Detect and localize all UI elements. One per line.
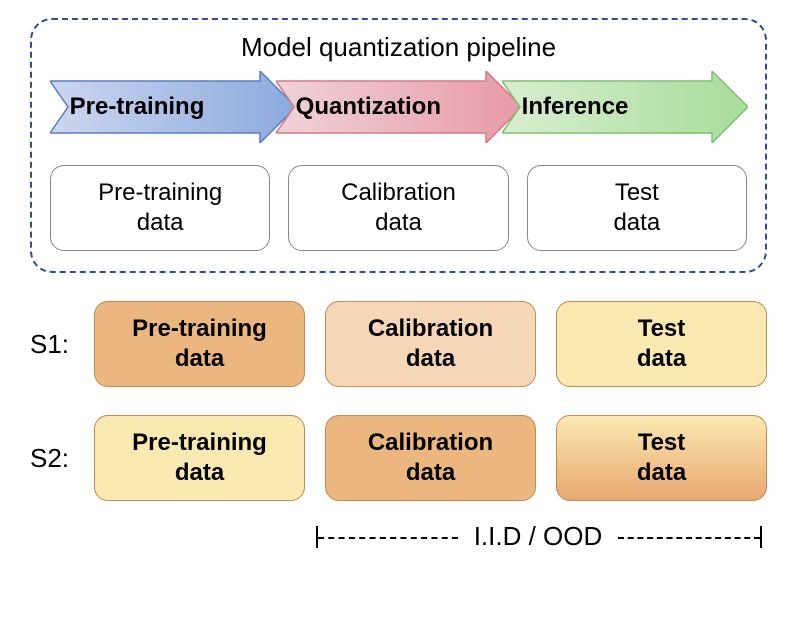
iid-line-right bbox=[618, 537, 760, 539]
text: data bbox=[137, 209, 184, 236]
pipeline-box-pretraining: Pre-training data bbox=[50, 165, 270, 251]
pipeline-frame: Model quantization pipeline Pre-training… bbox=[30, 18, 767, 273]
text: Test bbox=[638, 315, 686, 342]
scenario-box: Calibration data bbox=[325, 415, 536, 501]
text: Test bbox=[615, 179, 659, 206]
text: Calibration bbox=[368, 429, 493, 456]
scenario-boxes-s2: Pre-training data Calibration data Test data bbox=[94, 415, 767, 501]
text: data bbox=[175, 459, 224, 486]
stage-arrow-label: Pre-training bbox=[70, 93, 205, 121]
pipeline-title: Model quantization pipeline bbox=[50, 32, 747, 63]
arrows-row: Pre-training Quantization Inference bbox=[50, 71, 747, 147]
pipeline-box-calibration: Calibration data bbox=[288, 165, 508, 251]
stage-arrow-label: Quantization bbox=[296, 93, 441, 121]
text: Pre-training bbox=[132, 315, 267, 342]
text: data bbox=[375, 209, 422, 236]
text: data bbox=[175, 345, 224, 372]
iid-line-left bbox=[318, 537, 458, 539]
text: Calibration bbox=[368, 315, 493, 342]
stage-arrow: Quantization bbox=[276, 71, 522, 143]
text: data bbox=[637, 345, 686, 372]
text: data bbox=[406, 345, 455, 372]
scenario-row-s1: S1: Pre-training data Calibration data Test d… bbox=[30, 301, 767, 387]
text: Pre-training bbox=[98, 179, 222, 206]
scenario-label-s2: S2: bbox=[30, 443, 84, 474]
text: data bbox=[613, 209, 660, 236]
text: Calibration bbox=[341, 179, 456, 206]
stage-arrow: Pre-training bbox=[50, 71, 296, 143]
iid-label: I.I.D / OOD bbox=[466, 521, 611, 552]
scenario-box: Test data bbox=[556, 415, 767, 501]
stage-arrow-label: Inference bbox=[522, 93, 629, 121]
stage-arrow: Inference bbox=[502, 71, 748, 143]
text: Pre-training bbox=[132, 429, 267, 456]
scenario-boxes-s1: Pre-training data Calibration data Test data bbox=[94, 301, 767, 387]
text: Test bbox=[638, 429, 686, 456]
scenario-row-s2: S2: Pre-training data Calibration data Test d… bbox=[30, 415, 767, 501]
scenario-box: Pre-training data bbox=[94, 415, 305, 501]
scenario-box: Calibration data bbox=[325, 301, 536, 387]
scenario-box: Pre-training data bbox=[94, 301, 305, 387]
text: data bbox=[406, 459, 455, 486]
iid-tick-right bbox=[760, 526, 762, 548]
scenario-box: Test data bbox=[556, 301, 767, 387]
scenario-label-s1: S1: bbox=[30, 329, 84, 360]
pipeline-box-test: Test data bbox=[527, 165, 747, 251]
text: data bbox=[637, 459, 686, 486]
pipeline-data-row: Pre-training data Calibration data Test … bbox=[50, 165, 747, 251]
iid-row: I.I.D / OOD bbox=[30, 519, 767, 559]
